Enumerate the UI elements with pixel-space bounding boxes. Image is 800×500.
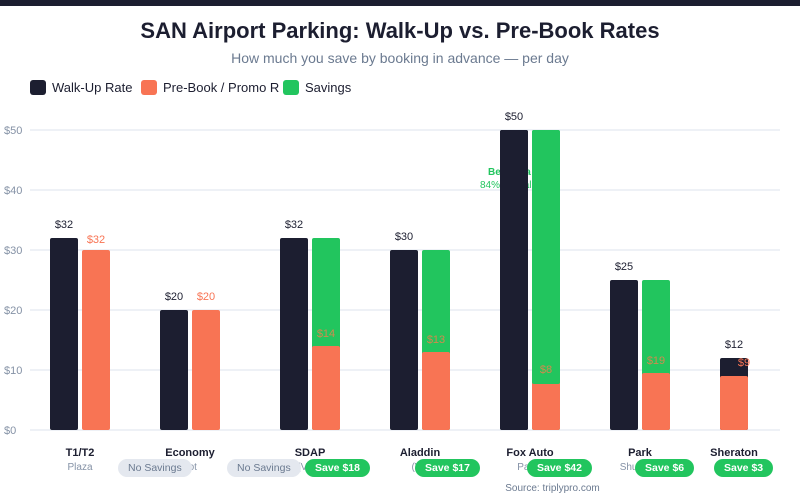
bar-prebook xyxy=(720,376,748,430)
data-label-walkup: $32 xyxy=(285,219,303,231)
savings-badge: Save $3 xyxy=(714,459,774,477)
x-tick-label: Fox Auto xyxy=(506,447,554,459)
data-label-walkup: $30 xyxy=(395,231,413,243)
source-text: Source: triplypro.com xyxy=(505,483,600,494)
savings-badge: Save $18 xyxy=(305,459,370,477)
data-label-prebook: $32 xyxy=(87,234,105,246)
y-tick-label: $10 xyxy=(4,365,22,377)
data-label-walkup: $32 xyxy=(55,219,73,231)
legend-swatch-walkup xyxy=(30,80,46,95)
y-tick-label: $40 xyxy=(4,185,22,197)
x-tick-label: SDAP xyxy=(295,447,326,459)
savings-badge: Save $42 xyxy=(527,459,592,477)
bar-prebook xyxy=(532,382,560,430)
data-label-walkup: $50 xyxy=(505,111,523,123)
data-label-prebook: $9 xyxy=(738,357,750,369)
legend-label: Savings xyxy=(305,80,352,95)
data-label-prebook: $20 xyxy=(197,291,215,303)
bar-walkup xyxy=(390,250,418,430)
legend-label: Pre-Book / Promo R xyxy=(163,80,280,95)
legend-swatch-prebook xyxy=(141,80,157,95)
data-label-prebook: $13 xyxy=(427,334,445,346)
x-tick-label: Sheraton xyxy=(710,447,758,459)
y-tick-label: $0 xyxy=(4,425,16,437)
x-tick-sublabel: Plaza xyxy=(67,462,92,473)
savings-badge: Save $6 xyxy=(635,459,695,477)
no-savings-badge: No Savings xyxy=(227,459,301,477)
bar-walkup xyxy=(160,310,188,430)
legend-swatch-savings xyxy=(283,80,299,95)
data-label-walkup: $12 xyxy=(725,339,743,351)
x-tick-label: Economy xyxy=(165,447,215,459)
x-tick-label: Aladdin xyxy=(400,447,441,459)
bar-prebook xyxy=(422,352,450,430)
bar-prebook xyxy=(312,346,340,430)
data-label-walkup: $25 xyxy=(615,261,633,273)
no-savings-badge: No Savings xyxy=(118,459,192,477)
bar-prebook xyxy=(642,373,670,430)
bar-savings-overlay xyxy=(532,130,560,384)
savings-badge: Save $17 xyxy=(415,459,480,477)
bar-prebook xyxy=(82,250,110,430)
bar-walkup-overlay xyxy=(500,130,528,430)
data-label-prebook: $19 xyxy=(647,355,665,367)
data-label-walkup: $20 xyxy=(165,291,183,303)
bar-walkup xyxy=(280,238,308,430)
data-label-prebook: $14 xyxy=(317,328,335,340)
top-accent-bar xyxy=(0,0,800,6)
chart-subtitle: How much you save by booking in advance … xyxy=(231,50,569,66)
y-tick-label: $20 xyxy=(4,305,22,317)
bar-walkup xyxy=(610,280,638,430)
x-tick-label: Park xyxy=(628,447,653,459)
y-tick-label: $50 xyxy=(4,125,22,137)
y-tick-label: $30 xyxy=(4,245,22,257)
bar-walkup xyxy=(50,238,78,430)
data-label-prebook-overlay: $8 xyxy=(540,364,552,376)
chart-title: SAN Airport Parking: Walk-Up vs. Pre-Boo… xyxy=(140,18,660,43)
x-tick-label: T1/T2 xyxy=(66,447,95,459)
legend-label: Walk-Up Rate xyxy=(52,80,133,95)
bar-prebook xyxy=(192,310,220,430)
